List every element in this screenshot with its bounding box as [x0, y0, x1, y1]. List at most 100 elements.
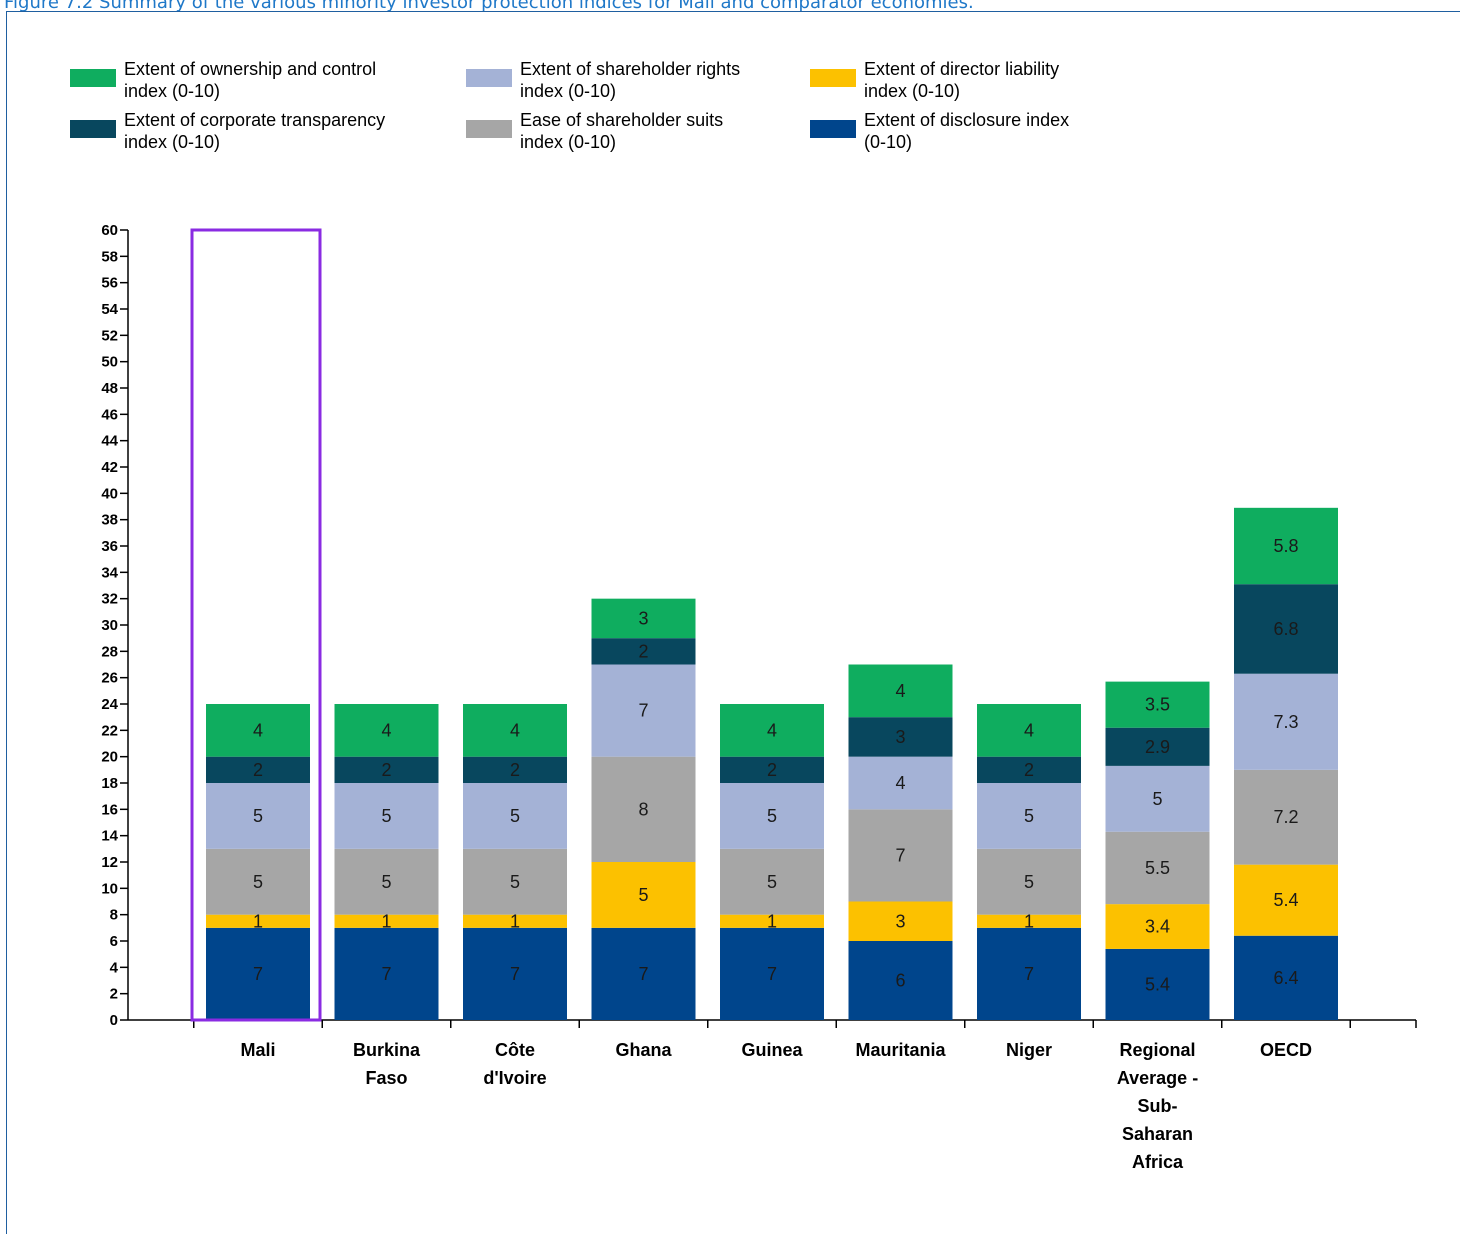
data-labels: 7 1 5 5 2 4 7 1 5 5 2 4 7 1 5 5 2 4 7 5 8 7 2 3 7 1 5 5 2 4 6 3 7 4 3 4 7 1 5 5… [253, 536, 1299, 994]
legend-label-disclosure: Extent of disclosure index [864, 110, 1069, 130]
bar-segment-shareholder_rights [848, 756, 953, 810]
data-label-ownership: 4 [767, 720, 777, 740]
data-label-director_liability: 1 [1024, 911, 1034, 931]
y-tick-label: 28 [101, 643, 118, 660]
legend-label-shareholder_rights: Extent of shareholder rights [520, 59, 740, 79]
bar-segment-shareholder_rights [463, 783, 567, 849]
bar-segment-shareholder_suits [720, 848, 824, 915]
bar-segment-ownership [1234, 507, 1338, 585]
data-label-shareholder_suits: 7 [895, 845, 905, 865]
bar-segment-ownership [720, 704, 824, 757]
y-tick-label: 40 [101, 485, 118, 502]
category-label: Average - [1117, 1068, 1198, 1088]
bars [190, 228, 1338, 1022]
legend-label-director_liability: index (0-10) [864, 81, 960, 101]
bar-segment-transparency [720, 756, 824, 783]
legend-label-transparency: Extent of corporate transparency [124, 110, 385, 130]
legend-swatch-shareholder_suits [466, 120, 512, 138]
bar-segment-transparency [977, 756, 1081, 783]
legend-label-shareholder_suits: index (0-10) [520, 132, 616, 152]
data-label-director_liability: 5.4 [1273, 890, 1298, 910]
bar-segment-shareholder_suits [334, 848, 439, 915]
bar-segment-director_liability [1234, 864, 1338, 936]
y-tick-label: 6 [110, 933, 118, 950]
data-label-shareholder_rights: 5 [510, 806, 520, 826]
data-label-shareholder_suits: 8 [638, 799, 648, 819]
y-tick-label: 60 [101, 222, 118, 239]
y-tick-label: 4 [110, 959, 119, 976]
data-label-shareholder_suits: 5 [1024, 872, 1034, 892]
bar-segment-director_liability [463, 914, 567, 928]
y-tick-label: 16 [101, 801, 118, 818]
bar-segment-shareholder_rights [720, 783, 824, 849]
y-tick-label: 24 [101, 696, 118, 713]
data-label-transparency: 3 [895, 727, 905, 747]
data-label-shareholder_suits: 5 [381, 872, 391, 892]
y-tick-label: 42 [101, 459, 118, 476]
data-label-disclosure: 7 [381, 964, 391, 984]
bar-segment-shareholder_rights [1234, 673, 1338, 770]
data-label-transparency: 2 [638, 641, 648, 661]
data-label-transparency: 6.8 [1273, 619, 1298, 639]
y-tick-label: 22 [101, 722, 118, 739]
data-label-ownership: 4 [895, 681, 905, 701]
bar-segment-director_liability [206, 914, 310, 928]
data-label-ownership: 5.8 [1273, 536, 1298, 556]
data-label-transparency: 2 [381, 760, 391, 780]
bar-segment-disclosure [1105, 948, 1210, 1020]
data-label-shareholder_rights: 4 [895, 773, 905, 793]
data-label-disclosure: 6 [895, 971, 905, 991]
y-tick-label: 32 [101, 591, 118, 608]
data-label-shareholder_rights: 5 [253, 806, 263, 826]
data-label-disclosure: 7 [638, 964, 648, 984]
y-tick-label: 34 [101, 564, 118, 581]
category-label: Burkina [353, 1040, 421, 1060]
legend-label-ownership: Extent of ownership and control [124, 59, 376, 79]
legend-label-shareholder_rights: index (0-10) [520, 81, 616, 101]
category-labels: Mali Burkina Faso Côte d'Ivoire Ghana Guinea Ma… [240, 1040, 1312, 1172]
bar-segment-shareholder_suits [1105, 831, 1210, 905]
data-label-shareholder_rights: 7.3 [1273, 712, 1298, 732]
bar-segment-shareholder_suits [463, 848, 567, 915]
y-tick-label: 18 [101, 775, 118, 792]
category-label: Sub- [1138, 1096, 1178, 1116]
bar-segment-shareholder_suits [206, 848, 310, 915]
legend-swatch-ownership [70, 69, 116, 87]
data-label-ownership: 4 [253, 720, 263, 740]
data-label-shareholder_rights: 5 [1152, 789, 1162, 809]
bar-segment-ownership [206, 704, 310, 757]
category-label: Niger [1006, 1040, 1052, 1060]
y-tick-label: 58 [101, 248, 118, 265]
y-tick-label: 12 [101, 854, 118, 871]
data-label-director_liability: 3 [895, 911, 905, 931]
bar-segment-disclosure [463, 927, 567, 1020]
y-tick-label: 52 [101, 327, 118, 344]
bar-segment-transparency [206, 756, 310, 783]
category-label: Africa [1132, 1152, 1184, 1172]
bar-segment-shareholder_rights [206, 783, 310, 849]
data-label-disclosure: 7 [253, 964, 263, 984]
data-label-director_liability: 1 [510, 911, 520, 931]
bar-segment-shareholder_rights [591, 664, 696, 757]
data-label-disclosure: 5.4 [1145, 974, 1170, 994]
category-label: OECD [1260, 1040, 1312, 1060]
data-label-shareholder_suits: 5.5 [1145, 858, 1170, 878]
bar-segment-disclosure [206, 927, 310, 1020]
data-label-transparency: 2 [510, 760, 520, 780]
data-label-director_liability: 1 [253, 911, 263, 931]
legend-label-transparency: index (0-10) [124, 132, 220, 152]
legend-swatch-director_liability [810, 69, 856, 87]
bar-segment-disclosure [591, 927, 696, 1020]
legend-swatch-disclosure [810, 120, 856, 138]
category-label: Regional [1119, 1040, 1195, 1060]
bar-segment-ownership [977, 704, 1081, 757]
data-label-disclosure: 6.4 [1273, 968, 1298, 988]
y-tick-label: 20 [101, 749, 118, 766]
data-label-shareholder_rights: 7 [638, 701, 648, 721]
bar-segment-ownership [1105, 681, 1210, 728]
bar-segment-transparency [591, 638, 696, 665]
bar-segment-disclosure [977, 927, 1081, 1020]
legend: Extent of ownership and control index (0-… [70, 59, 1069, 152]
y-tick-label: 26 [101, 670, 118, 687]
bar-segment-director_liability [848, 901, 953, 941]
